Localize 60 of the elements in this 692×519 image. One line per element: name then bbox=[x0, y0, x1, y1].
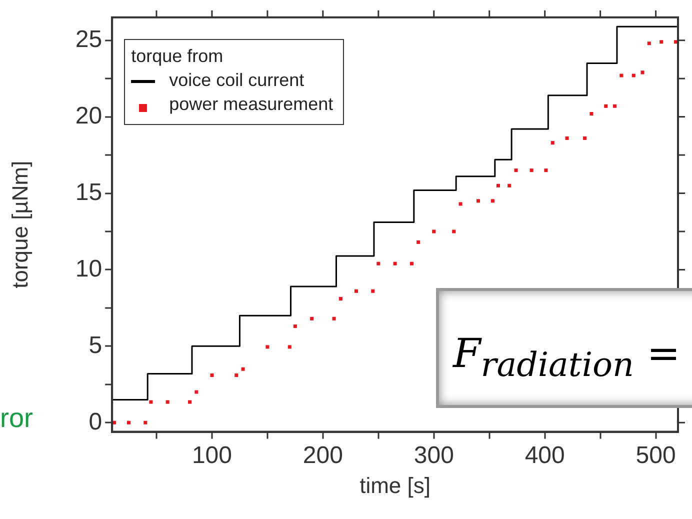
point bbox=[338, 296, 342, 301]
point bbox=[144, 420, 148, 424]
x-tick-label: 400 bbox=[524, 442, 565, 469]
point bbox=[612, 104, 617, 108]
point bbox=[647, 42, 651, 46]
point bbox=[210, 373, 214, 377]
point bbox=[241, 367, 245, 371]
point bbox=[393, 262, 397, 266]
y-tick-label: 10 bbox=[75, 255, 102, 282]
y-tick-label: 25 bbox=[75, 26, 102, 53]
text: ror bbox=[0, 403, 33, 434]
y-tick-label: 20 bbox=[75, 102, 102, 130]
y-tick-label: 5 bbox=[88, 332, 102, 359]
point bbox=[620, 74, 624, 78]
legend-label: voice coil current bbox=[169, 70, 304, 90]
point bbox=[476, 199, 480, 203]
point bbox=[416, 240, 420, 244]
y-axis-title: torque [µNm] bbox=[7, 160, 32, 288]
point bbox=[544, 168, 548, 172]
x-tick-label: 300 bbox=[414, 442, 454, 469]
annotation: F$_{radiation}$ = bbox=[436, 288, 692, 408]
point bbox=[126, 420, 131, 424]
point bbox=[432, 230, 436, 234]
legend-title: torque from bbox=[131, 45, 224, 68]
point bbox=[194, 390, 198, 394]
y-tick-label: 15 bbox=[75, 178, 102, 206]
x-tick-label: 200 bbox=[302, 442, 343, 469]
point bbox=[514, 168, 518, 172]
legend-label: power measurement bbox=[169, 94, 334, 114]
x-axis-title: time [s] bbox=[360, 472, 430, 498]
point bbox=[490, 199, 494, 203]
point bbox=[288, 345, 292, 349]
point bbox=[590, 112, 594, 116]
point bbox=[508, 184, 512, 188]
point bbox=[604, 104, 608, 108]
x-tick-label: 100 bbox=[192, 442, 232, 469]
point bbox=[371, 289, 375, 293]
point bbox=[266, 345, 270, 349]
point bbox=[640, 70, 644, 74]
point bbox=[293, 324, 297, 328]
point bbox=[166, 400, 170, 404]
point bbox=[234, 373, 238, 377]
point bbox=[410, 262, 414, 266]
point bbox=[530, 168, 534, 172]
point bbox=[149, 400, 153, 404]
point bbox=[458, 202, 462, 206]
point bbox=[496, 184, 500, 188]
point bbox=[660, 40, 664, 44]
point bbox=[354, 289, 358, 293]
point bbox=[632, 74, 636, 78]
point bbox=[452, 230, 456, 234]
point bbox=[583, 136, 587, 140]
point bbox=[188, 400, 192, 404]
point bbox=[376, 262, 380, 266]
point bbox=[332, 316, 336, 320]
y-tick-label: 0 bbox=[88, 408, 102, 436]
point bbox=[565, 136, 569, 140]
x-tick-label: 500 bbox=[636, 442, 676, 469]
point bbox=[550, 141, 554, 145]
point bbox=[310, 316, 314, 320]
